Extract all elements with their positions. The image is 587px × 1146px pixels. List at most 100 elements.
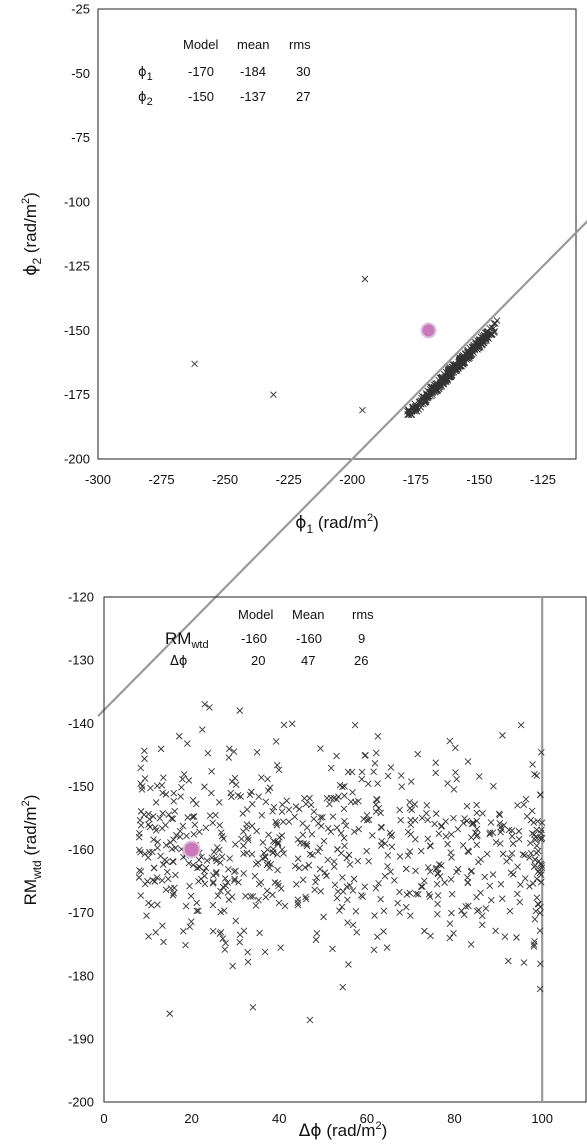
x-tick-label: -125 [530, 472, 556, 487]
identity-reference-line [97, 220, 587, 717]
scatter-point-x-marker [377, 809, 384, 817]
scatter-point-x-marker [432, 759, 440, 766]
scatter-point-x-marker [285, 818, 293, 825]
scatter-point-x-marker [140, 811, 148, 819]
scatter-point-x-marker [536, 834, 544, 842]
scatter-point-x-marker [143, 912, 150, 920]
x-tick-label: -300 [85, 472, 111, 487]
scatter-point-x-marker [317, 814, 324, 821]
scatter-point-x-marker [225, 754, 233, 761]
scatter-point-x-marker [529, 761, 536, 768]
scatter-point-x-marker [397, 772, 405, 779]
scatter-point-x-marker [280, 721, 288, 729]
scatter-point-x-marker [469, 820, 477, 827]
scatter-point-x-marker [394, 899, 401, 907]
scatter-point-x-marker [279, 818, 287, 826]
scatter-point-x-marker [196, 863, 203, 871]
y-label-symbol: ϕ [21, 265, 41, 276]
scatter-point-x-marker [475, 773, 483, 780]
scatter-point-x-marker [313, 874, 321, 881]
scatter-point-x-marker [406, 798, 413, 806]
scatter-point-x-marker [311, 886, 319, 894]
scatter-point-x-marker [448, 890, 456, 898]
scatter-point-x-marker [346, 861, 354, 868]
scatter-point-x-marker [507, 869, 515, 876]
table-cell-phi2-rms: 27 [296, 89, 310, 104]
scatter-point-x-marker [292, 803, 300, 810]
scatter-point-x-marker [159, 861, 167, 868]
scatter-point-x-marker [345, 961, 352, 968]
scatter-point-x-marker [534, 900, 542, 908]
scatter-point-x-marker [159, 922, 166, 929]
table-header-model: Model [238, 607, 274, 622]
scatter-point-x-marker [194, 864, 201, 872]
scatter-point-x-marker [145, 848, 153, 856]
scatter-point-x-marker [515, 835, 523, 843]
scatter-point-x-marker [217, 887, 224, 895]
scatter-point-x-marker [460, 911, 468, 918]
scatter-point-x-marker [454, 865, 462, 873]
scatter-point-x-marker [531, 770, 538, 778]
scatter-point-x-marker [486, 830, 493, 838]
scatter-point-x-marker [420, 400, 427, 408]
scatter-point-x-marker [374, 780, 381, 787]
scatter-point-x-marker [323, 872, 330, 880]
scatter-point-x-marker [168, 815, 175, 822]
scatter-point-x-marker [231, 875, 238, 883]
scatter-point-x-marker [291, 862, 299, 870]
y-tick-label: -140 [68, 716, 94, 731]
table-cell-dphi-rms: 26 [354, 653, 368, 668]
scatter-point-x-marker [158, 877, 166, 884]
scatter-point-x-marker [408, 806, 416, 814]
scatter-point-x-marker [149, 813, 157, 820]
y-tick-label: -200 [64, 452, 90, 467]
scatter-point-x-marker [266, 784, 274, 792]
scatter-point-x-marker [248, 850, 256, 858]
table-header-mean: mean [237, 37, 270, 52]
plot-area-frame [97, 8, 577, 460]
scatter-point-x-marker [187, 918, 195, 925]
scatter-point-x-marker [240, 870, 247, 877]
scatter-point-x-marker [169, 891, 177, 899]
scatter-point-x-marker [464, 874, 471, 881]
scatter-point-x-marker [137, 892, 145, 899]
scatter-point-x-marker [270, 845, 277, 853]
scatter-point-x-marker [350, 828, 358, 835]
y-tick-label: -200 [68, 1095, 94, 1110]
scatter-point-x-marker [364, 780, 372, 788]
scatter-point-x-marker [486, 829, 494, 836]
scatter-point-x-marker [412, 867, 419, 875]
scatter-point-x-marker [538, 748, 545, 756]
scatter-point-x-marker [156, 814, 164, 822]
scatter-point-x-marker [327, 764, 335, 772]
scatter-point-x-marker [184, 814, 192, 821]
x-axis-label: Δϕ (rad/m2) [299, 1120, 387, 1141]
scatter-point-x-marker [305, 861, 313, 869]
scatter-point-x-marker [359, 406, 366, 414]
scatter-point-x-marker [538, 864, 546, 872]
scatter-point-x-marker [172, 871, 179, 879]
scatter-point-x-marker [159, 809, 167, 817]
scatter-point-x-marker [192, 800, 200, 808]
scatter-point-x-marker [435, 861, 443, 868]
scatter-point-x-marker [464, 758, 472, 765]
scatter-point-x-marker [432, 810, 440, 817]
x-tick-label: -175 [403, 472, 429, 487]
scatter-point-x-marker [178, 784, 185, 791]
scatter-point-x-marker [473, 809, 481, 817]
scatter-point-x-marker [533, 826, 541, 834]
scatter-point-x-marker [209, 927, 217, 935]
scatter-point-x-marker [473, 832, 480, 840]
scatter-point-x-marker [530, 819, 538, 826]
scatter-point-x-marker [303, 824, 311, 831]
scatter-point-x-marker [473, 817, 481, 825]
scatter-point-x-marker [291, 813, 299, 821]
scatter-point-x-marker [252, 860, 260, 868]
scatter-point-x-marker [141, 775, 149, 782]
scatter-point-x-marker [514, 801, 521, 809]
table-header-mean: Mean [292, 607, 325, 622]
scatter-point-x-marker [371, 760, 379, 767]
scatter-point-x-marker [526, 854, 533, 861]
scatter-point-x-marker [263, 887, 271, 895]
scatter-point-x-marker [475, 906, 483, 914]
